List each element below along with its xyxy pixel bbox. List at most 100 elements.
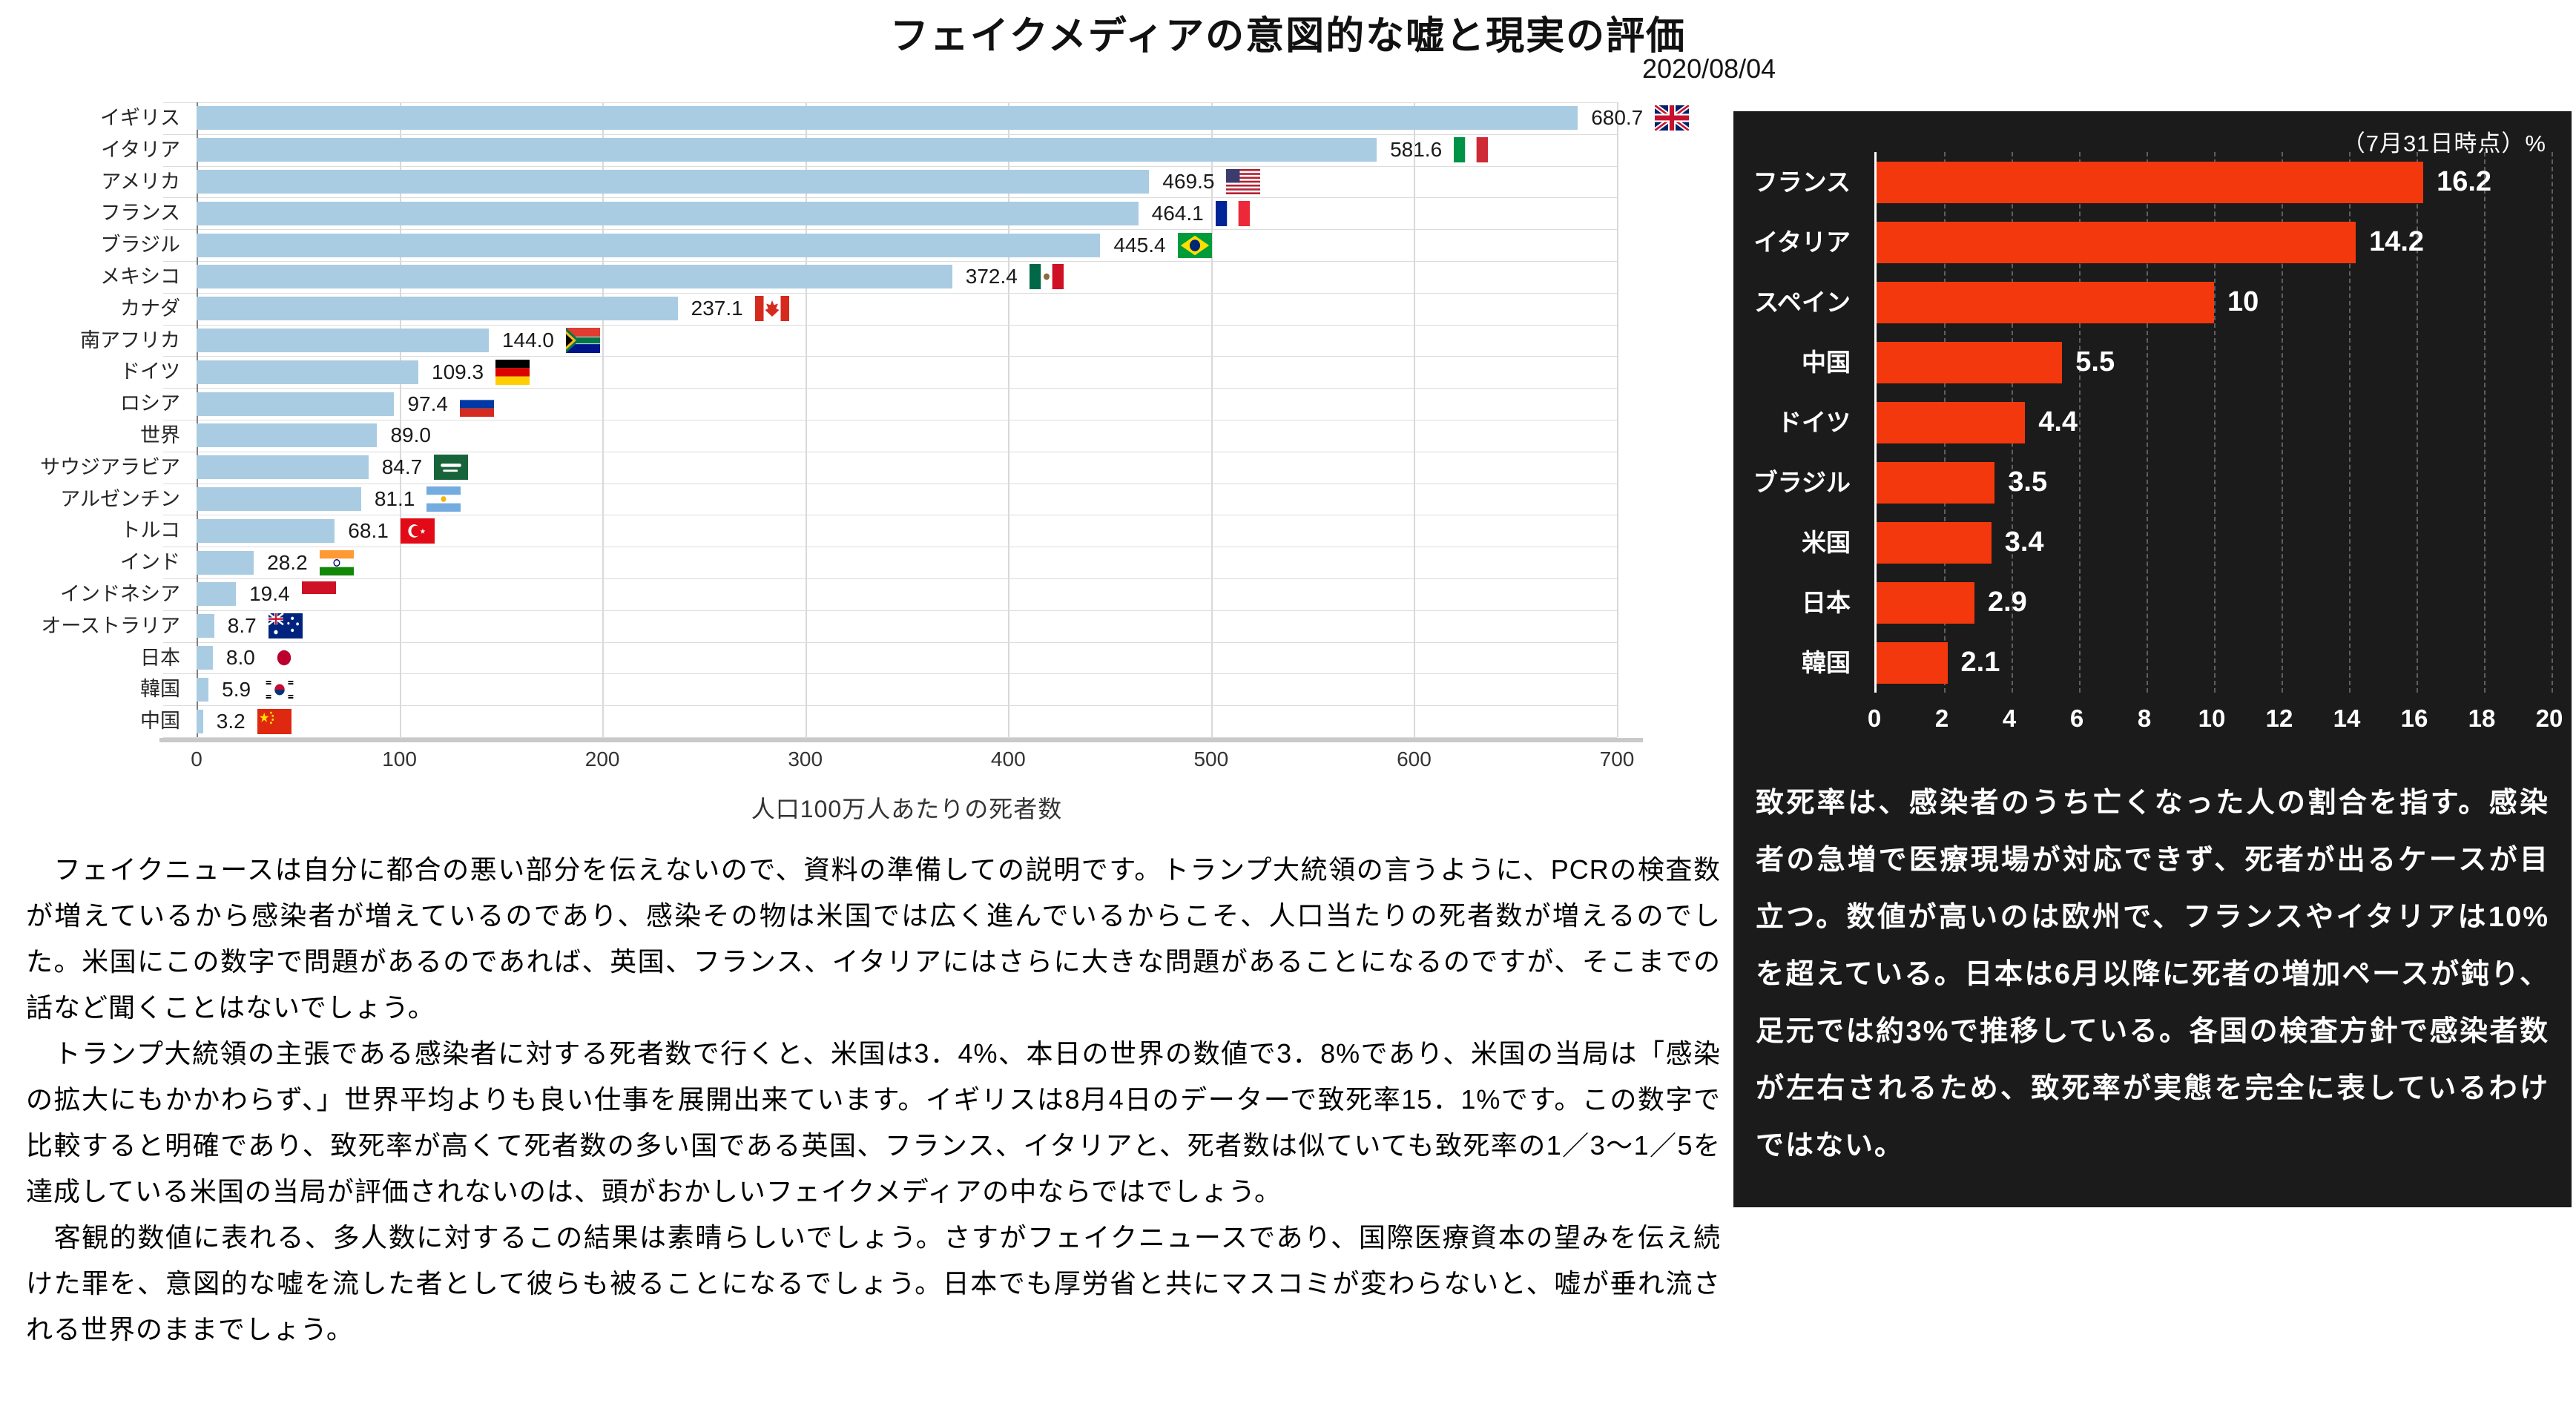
- bar: [1877, 581, 1974, 624]
- gridline: [2349, 152, 2351, 693]
- axis-tick-label: 10: [2198, 704, 2226, 732]
- value-label: 2.9: [1987, 587, 2027, 618]
- bar: [197, 423, 378, 448]
- bar: [197, 360, 418, 384]
- italy-flag-icon: [1454, 137, 1489, 163]
- body-paragraph: トランプ大統領の主張である感染者に対する死者数で行くと、米国は3．4%、本日の世…: [26, 1038, 1721, 1207]
- row-separator-line: [163, 641, 1617, 643]
- bar: [1877, 521, 1992, 564]
- china-flag-icon: [257, 708, 291, 734]
- bar: [197, 297, 678, 321]
- axis-tick-label: 600: [1397, 748, 1432, 771]
- category-label: インド: [120, 551, 180, 574]
- value-label: 3.2: [216, 709, 246, 733]
- category-label: アメリカ: [101, 170, 180, 193]
- category-label: カナダ: [120, 297, 180, 320]
- chart-row: 68.1: [197, 515, 1617, 547]
- category-label: フランス: [100, 202, 180, 225]
- axis-tick-label: 2: [1934, 704, 1949, 732]
- value-label: 237.1: [691, 297, 743, 320]
- axis-tick-label: 0: [1867, 704, 1882, 732]
- chart-row: 5.5: [1877, 332, 2552, 392]
- category-label: ブラジル: [1753, 469, 1851, 496]
- bar: [197, 106, 1578, 131]
- bar: [197, 582, 237, 607]
- gridline: [2417, 152, 2418, 693]
- chart-row: 14.2: [1877, 212, 2552, 272]
- bar: [197, 455, 369, 480]
- row-separator-line: [163, 165, 1617, 167]
- bar: [197, 486, 361, 511]
- category-label: イタリア: [1753, 228, 1851, 256]
- value-label: 5.9: [222, 677, 251, 701]
- value-label: 144.0: [501, 328, 555, 352]
- row-separator-line: [163, 705, 1617, 707]
- chart-row: 237.1: [197, 293, 1617, 325]
- value-label: 10: [2227, 286, 2259, 317]
- chart-row: 28.2: [197, 547, 1617, 578]
- category-label: 南アフリカ: [80, 329, 180, 352]
- value-label: 4.4: [2038, 406, 2078, 438]
- value-label: 8.0: [225, 645, 255, 669]
- row-separator-line: [163, 356, 1617, 357]
- axis-tick-label: 4: [2002, 704, 2017, 732]
- row-separator-line: [163, 197, 1617, 199]
- bar: [197, 709, 203, 733]
- axis-tick-label: 14: [2333, 704, 2361, 732]
- category-label: イタリア: [101, 138, 180, 161]
- body-paragraph: フェイクニュースは自分に都合の悪い部分を伝えないので、資料の準備しての説明です。…: [26, 854, 1721, 1023]
- value-label: 372.4: [965, 265, 1018, 288]
- chart-row: 445.4: [197, 229, 1617, 261]
- chart-row: 4.4: [1877, 392, 2552, 452]
- chart-row: 469.5: [197, 166, 1617, 198]
- australia-flag-icon: [268, 613, 303, 639]
- germany-flag-icon: [495, 359, 530, 385]
- value-label: 680.7: [1591, 106, 1644, 130]
- row-separator-line: [163, 324, 1617, 326]
- date-label: 2020/08/04: [1642, 53, 1776, 84]
- chart-row: 8.7: [197, 610, 1617, 642]
- bar: [1877, 461, 1995, 504]
- chart-row: 10: [1877, 272, 2552, 332]
- bar: [1877, 341, 2063, 383]
- value-label: 84.7: [381, 455, 423, 479]
- row-separator-line: [163, 229, 1617, 231]
- chart-row: 8.0: [197, 642, 1617, 674]
- argentina-flag-icon: [426, 486, 461, 512]
- chart-row: 109.3: [197, 356, 1617, 388]
- chart-row: 97.4: [197, 388, 1617, 420]
- value-label: 109.3: [432, 360, 484, 383]
- south-korea-flag-icon: [263, 676, 297, 702]
- value-label: 19.4: [249, 582, 290, 606]
- category-label: ドイツ: [120, 360, 180, 383]
- row-separator-line: [163, 388, 1617, 389]
- chart-caption: 致死率は、感染者のうち亡くなった人の割合を指す。感染者の急増で医療現場が対応でき…: [1756, 788, 2549, 1161]
- axis-tick-label: 100: [382, 748, 417, 771]
- brazil-flag-icon: [1177, 232, 1212, 258]
- bar: [197, 169, 1150, 194]
- plot-area: 16.2 14.2 10 5.5 4.4 3.5 3.4 2.9 2.1: [1874, 152, 2553, 693]
- uk-flag-icon: [1655, 105, 1690, 131]
- bar: [197, 645, 213, 670]
- category-label: インドネシア: [60, 582, 180, 605]
- axis-tick-label: 18: [2468, 704, 2496, 732]
- bar: [197, 677, 209, 702]
- category-label: 韓国: [140, 678, 180, 701]
- category-label: フランス: [1753, 168, 1851, 196]
- row-separator-line: [163, 292, 1617, 294]
- bar: [1877, 641, 1948, 684]
- axis-tick-label: 700: [1599, 748, 1635, 771]
- gridline: [2079, 152, 2081, 693]
- chart-row: 144.0: [197, 325, 1617, 357]
- chart-row: 2.1: [1877, 633, 2552, 693]
- axis-tick-label: 8: [2137, 704, 2152, 732]
- indonesia-flag-icon: [301, 581, 336, 607]
- row-separator-line: [163, 133, 1617, 135]
- russia-flag-icon: [459, 391, 494, 417]
- gridline: [2147, 152, 2148, 693]
- x-axis-ticks: 0 100 200 300 400 500 600 700: [191, 748, 1634, 774]
- value-label: 445.4: [1113, 233, 1166, 257]
- value-label: 97.4: [407, 392, 448, 415]
- chart-row: 81.1: [197, 484, 1617, 515]
- value-label: 3.5: [2008, 466, 2048, 498]
